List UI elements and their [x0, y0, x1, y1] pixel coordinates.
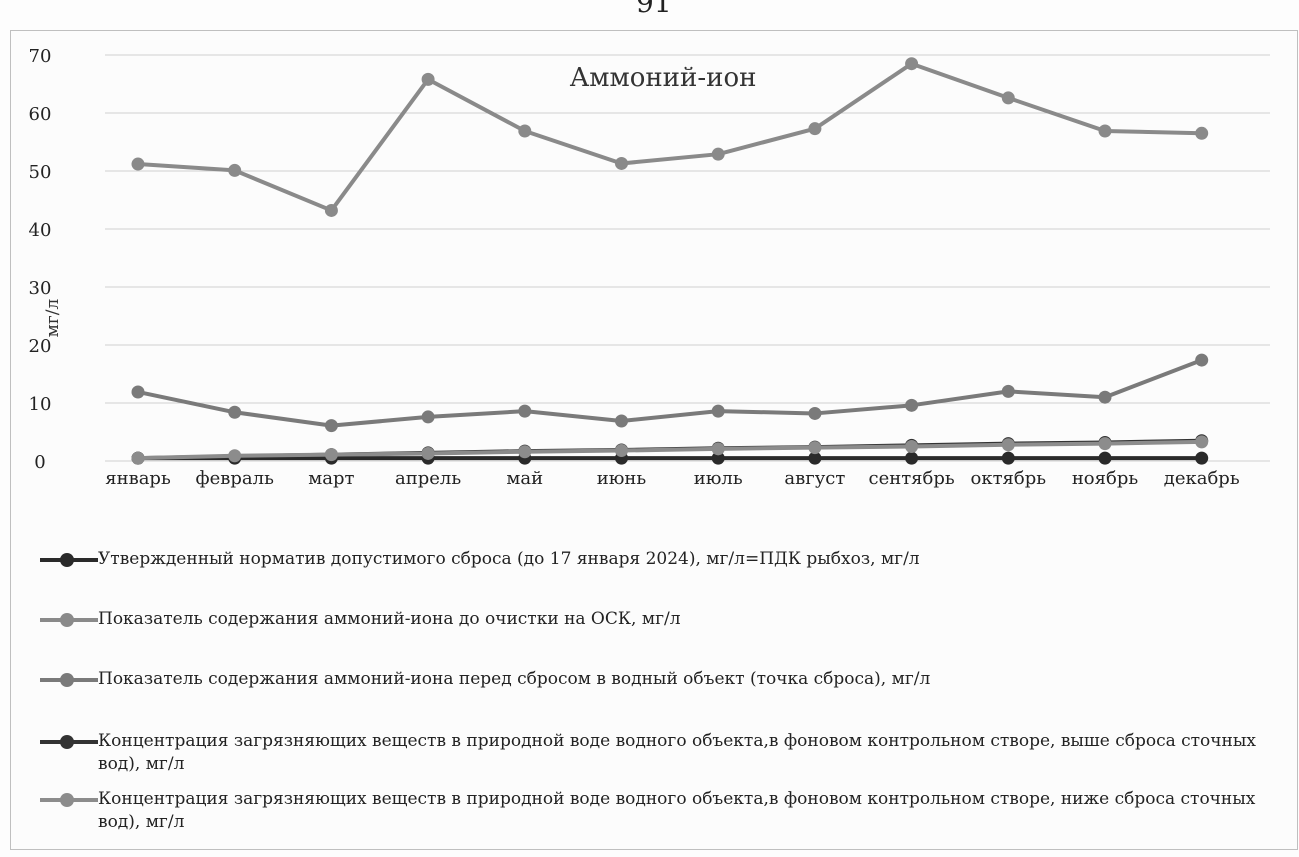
- data-point: [1098, 124, 1112, 138]
- series-line: [137, 439, 1202, 461]
- data-point: [905, 451, 919, 465]
- data-point: [518, 445, 532, 459]
- data-point: [615, 156, 628, 170]
- x-tick-label: июнь: [597, 468, 647, 489]
- y-tick-label: 30: [29, 278, 52, 299]
- data-point: [1195, 451, 1209, 465]
- data-point: [711, 147, 725, 161]
- legend-swatch: [40, 668, 98, 690]
- data-point: [711, 442, 725, 456]
- series-line: [137, 358, 1203, 428]
- x-axis: январь февраль март апрель май июнь июль август…: [105, 468, 1240, 489]
- grid-lines: [105, 54, 1270, 462]
- data-point: [518, 124, 532, 138]
- data-point: [131, 157, 145, 171]
- legend-item: Утвержденный норматив допустимого сброса…: [40, 548, 1293, 571]
- legend-swatch: [40, 608, 98, 630]
- data-point: [324, 448, 338, 462]
- x-tick-label: май: [506, 468, 543, 489]
- legend-item: Показатель содержания аммоний-иона перед…: [40, 668, 1293, 691]
- data-point: [808, 406, 822, 420]
- x-tick-label: октябрь: [971, 468, 1047, 489]
- data-point: [808, 441, 822, 455]
- data-point: [228, 163, 242, 177]
- legend-label: Показатель содержания аммоний-иона до оч…: [98, 609, 681, 629]
- data-point: [1001, 451, 1015, 465]
- series-line: [137, 61, 1202, 213]
- data-point: [421, 72, 435, 86]
- data-point: [1001, 438, 1015, 452]
- legend-item: Показатель содержания аммоний-иона до оч…: [40, 608, 1293, 631]
- legend-label: Концентрация загрязняющих веществ в прир…: [98, 789, 1256, 832]
- series-lines: [131, 57, 1209, 465]
- data-point: [905, 57, 919, 71]
- chart-title: Аммоний-ион: [570, 63, 757, 93]
- y-tick-label: 10: [29, 394, 52, 415]
- x-tick-label: декабрь: [1164, 468, 1240, 489]
- legend-label: Показатель содержания аммоний-иона перед…: [98, 669, 931, 689]
- data-point: [228, 449, 242, 463]
- x-tick-label: март: [308, 468, 354, 489]
- legend-swatch: [40, 730, 98, 752]
- data-point: [808, 451, 822, 465]
- data-point: [1195, 353, 1209, 367]
- data-point: [518, 404, 532, 418]
- x-tick-label: август: [784, 468, 845, 489]
- data-point: [421, 410, 435, 424]
- legend-label: Концентрация загрязняющих веществ в прир…: [98, 731, 1256, 774]
- x-tick-label: июль: [694, 468, 743, 489]
- y-tick-label: 60: [29, 104, 52, 125]
- data-point: [615, 414, 628, 428]
- y-tick-label: 70: [29, 46, 52, 67]
- data-point: [808, 122, 822, 136]
- y-tick-label: 40: [29, 220, 52, 241]
- data-point: [324, 419, 338, 433]
- series-5: [131, 435, 1209, 465]
- data-point: [324, 203, 338, 217]
- data-point: [1195, 435, 1209, 449]
- data-point: [905, 440, 919, 453]
- data-point: [711, 451, 725, 465]
- series-2: [131, 57, 1209, 217]
- y-tick-label: 50: [29, 162, 52, 183]
- page-number: 91: [636, 0, 672, 19]
- data-point: [228, 405, 242, 419]
- data-point: [1098, 451, 1112, 465]
- data-point: [1098, 437, 1112, 451]
- x-tick-label: апрель: [395, 468, 461, 489]
- legend-swatch: [40, 788, 98, 810]
- line-chart: 0 10 20 30 40 50 60 70 январь февраль март апрель м…: [29, 46, 1270, 489]
- data-point: [1098, 390, 1112, 404]
- series-3: [131, 353, 1209, 433]
- y-tick-label: 20: [29, 336, 52, 357]
- y-axis-label: мг/л: [43, 298, 63, 337]
- data-point: [1195, 126, 1209, 140]
- legend-swatch: [40, 548, 98, 570]
- chart-area: [10, 30, 1298, 850]
- data-point: [711, 404, 725, 418]
- data-point: [1001, 91, 1015, 105]
- legend-label: Утвержденный норматив допустимого сброса…: [98, 549, 920, 569]
- x-tick-label: февраль: [196, 468, 275, 489]
- x-tick-label: январь: [105, 468, 171, 489]
- data-point: [421, 446, 435, 460]
- data-point: [131, 451, 145, 465]
- legend-item: Концентрация загрязняющих веществ в прир…: [40, 730, 1293, 776]
- y-axis: 0 10 20 30 40 50 60 70: [29, 46, 52, 473]
- data-point: [615, 444, 628, 458]
- x-tick-label: ноябрь: [1072, 468, 1139, 489]
- x-tick-label: сентябрь: [868, 468, 954, 489]
- y-tick-label: 0: [34, 452, 45, 473]
- data-point: [1001, 384, 1015, 398]
- legend-item: Концентрация загрязняющих веществ в прир…: [40, 788, 1293, 834]
- data-point: [131, 385, 145, 399]
- data-point: [905, 398, 919, 412]
